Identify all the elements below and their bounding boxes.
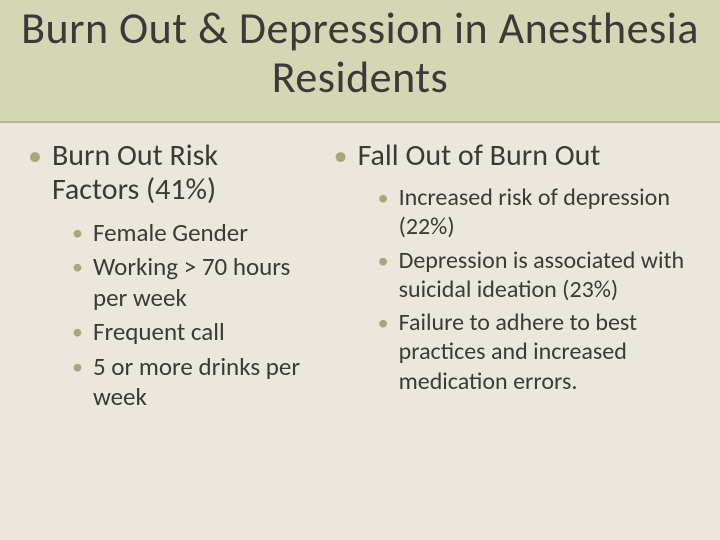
left-heading-text: Burn Out Risk Factors (41%) bbox=[52, 139, 310, 208]
bullet-icon: • bbox=[378, 185, 389, 211]
item-text: 5 or more drinks per week bbox=[93, 352, 310, 413]
item-text: Failure to adhere to best practices and … bbox=[399, 308, 692, 396]
bullet-icon: • bbox=[378, 248, 389, 274]
left-sublist: • Female Gender • Working > 70 hours per… bbox=[28, 218, 310, 413]
right-heading-text: Fall Out of Burn Out bbox=[358, 139, 601, 174]
list-item: • Female Gender bbox=[72, 218, 310, 249]
right-column: • Fall Out of Burn Out • Increased risk … bbox=[334, 139, 692, 417]
item-text: Female Gender bbox=[93, 218, 248, 249]
slide-title: Burn Out & Depression in Anesthesia Resi… bbox=[0, 4, 720, 103]
bullet-icon: • bbox=[378, 310, 389, 336]
bullet-icon: • bbox=[72, 254, 83, 280]
content-area: • Burn Out Risk Factors (41%) • Female G… bbox=[0, 123, 720, 417]
list-item: • Increased risk of depression (22%) bbox=[378, 183, 692, 242]
right-heading: • Fall Out of Burn Out bbox=[334, 139, 692, 174]
left-column: • Burn Out Risk Factors (41%) • Female G… bbox=[28, 139, 310, 417]
list-item: • Frequent call bbox=[72, 317, 310, 348]
right-sublist: • Increased risk of depression (22%) • D… bbox=[334, 183, 692, 396]
list-item: • Depression is associated with suicidal… bbox=[378, 246, 692, 305]
list-item: • Working > 70 hours per week bbox=[72, 252, 310, 313]
bullet-icon: • bbox=[72, 220, 83, 246]
bullet-icon: • bbox=[72, 354, 83, 380]
item-text: Depression is associated with suicidal i… bbox=[399, 246, 692, 305]
title-band: Burn Out & Depression in Anesthesia Resi… bbox=[0, 0, 720, 121]
item-text: Working > 70 hours per week bbox=[93, 252, 310, 313]
bullet-icon: • bbox=[28, 141, 42, 172]
left-heading: • Burn Out Risk Factors (41%) bbox=[28, 139, 310, 208]
bullet-icon: • bbox=[334, 141, 348, 172]
item-text: Increased risk of depression (22%) bbox=[399, 183, 692, 242]
list-item: • Failure to adhere to best practices an… bbox=[378, 308, 692, 396]
item-text: Frequent call bbox=[93, 317, 225, 348]
bullet-icon: • bbox=[72, 319, 83, 345]
list-item: • 5 or more drinks per week bbox=[72, 352, 310, 413]
